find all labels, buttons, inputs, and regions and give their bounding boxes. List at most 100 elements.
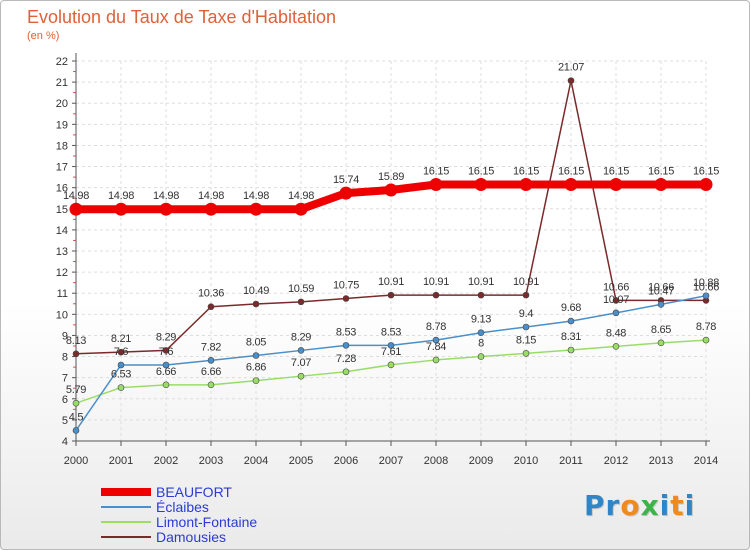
data-label: 10.66: [648, 281, 674, 293]
data-point: [117, 348, 125, 356]
data-label: 10.59: [288, 283, 314, 295]
data-label: 10.49: [243, 285, 269, 297]
legend-item: Limont-Fontaine: [101, 515, 321, 530]
logo-letter: t: [670, 489, 685, 522]
data-label: 10.07: [603, 294, 629, 306]
data-point: [519, 178, 533, 191]
x-tick-label: 2000: [64, 455, 88, 467]
data-label: 10.88: [693, 277, 719, 289]
data-point: [252, 377, 260, 384]
x-tick-label: 2012: [604, 455, 628, 467]
y-tick-label: 8: [62, 352, 68, 364]
x-tick-label: 2010: [514, 455, 538, 467]
legend-swatch: [101, 488, 151, 496]
data-point: [657, 339, 665, 347]
data-label: 14.98: [108, 190, 134, 202]
logo-letter: i: [659, 489, 671, 522]
x-tick-label: 2006: [334, 455, 358, 467]
data-label: 10.91: [513, 276, 539, 288]
data-point: [297, 298, 305, 306]
y-tick-label: 20: [56, 98, 68, 110]
x-tick-label: 2007: [379, 455, 403, 467]
data-label: 16.15: [558, 166, 584, 178]
y-tick-label: 6: [62, 394, 68, 406]
data-label: 10.91: [468, 276, 494, 288]
chart-title: Evolution du Taux de Taxe d'Habitation: [27, 7, 336, 27]
data-label: 8.13: [66, 335, 86, 347]
data-label: 8.31: [561, 331, 581, 343]
logo-letter: o: [620, 489, 641, 522]
data-point: [477, 329, 485, 337]
x-tick-label: 2003: [199, 455, 223, 467]
data-label: 5.79: [66, 384, 86, 396]
data-label: 10.36: [198, 288, 224, 300]
y-tick-label: 22: [56, 56, 68, 68]
data-point: [72, 399, 80, 407]
data-point: [567, 317, 575, 325]
x-tick-label: 2009: [469, 455, 493, 467]
axes: 4 5 6 7 8 9 10 11 12 13 14 15 16 17 18 19 20 21 22 2000 2001…: [56, 53, 718, 467]
y-tick-label: 11: [57, 288, 68, 300]
data-point: [654, 178, 668, 191]
data-point: [702, 292, 710, 300]
data-point: [207, 303, 215, 311]
data-point: [342, 342, 350, 349]
logo-letter: x: [640, 489, 660, 522]
y-tick-label: 16: [56, 183, 68, 195]
data-point: [162, 381, 170, 389]
data-label: 8.78: [426, 321, 446, 333]
data-label: 16.15: [513, 166, 539, 178]
data-label: 16.15: [693, 166, 719, 178]
data-label: 6.53: [111, 369, 131, 381]
x-tick-label: 2008: [424, 455, 448, 467]
data-label: 6.66: [156, 366, 176, 378]
proxiti-logo: Proxiti: [584, 489, 695, 522]
data-label: 7.28: [336, 353, 356, 365]
data-point: [159, 202, 173, 216]
data-label: 8: [478, 338, 484, 350]
data-point: [204, 202, 218, 216]
data-label: 10.66: [603, 281, 629, 293]
data-point: [207, 381, 215, 389]
data-label: 7.6: [114, 346, 129, 358]
data-point: [657, 301, 665, 308]
y-tick-label: 17: [56, 162, 68, 174]
data-point: [432, 356, 440, 364]
data-label: 14.98: [63, 190, 89, 202]
x-tick-label: 2002: [154, 455, 178, 467]
legend-label: BEAUFORT: [156, 484, 232, 500]
x-tick-label: 2004: [244, 455, 268, 467]
data-point: [564, 178, 578, 191]
legend-swatch: [101, 506, 151, 508]
data-label: 15.89: [378, 171, 404, 183]
y-tick-label: 5: [62, 415, 68, 427]
data-label: 16.15: [468, 166, 494, 178]
data-point: [72, 350, 80, 358]
legend-item: Damousies: [101, 530, 321, 545]
data-point: [387, 342, 395, 349]
data-point: [342, 368, 350, 376]
data-label: 8.05: [246, 337, 266, 349]
data-point: [297, 347, 305, 354]
data-label: 8.21: [111, 333, 131, 345]
data-label: 6.66: [201, 366, 221, 378]
data-point: [432, 336, 440, 344]
data-point: [117, 361, 125, 369]
y-tick-label: 21: [56, 77, 68, 89]
data-label: 9.68: [561, 302, 581, 314]
data-point: [342, 295, 350, 302]
data-label: 16.15: [423, 166, 449, 178]
data-label: 10.47: [648, 285, 674, 297]
series: [69, 77, 713, 434]
x-tick-label: 2011: [559, 455, 583, 467]
data-point: [117, 384, 125, 391]
data-point: [612, 297, 620, 304]
data-point: [297, 372, 305, 380]
data-label: 6.86: [246, 362, 266, 374]
data-point: [522, 323, 530, 331]
grid: [75, 60, 707, 442]
data-label: 8.29: [156, 331, 176, 343]
data-label: 7.84: [426, 341, 446, 353]
